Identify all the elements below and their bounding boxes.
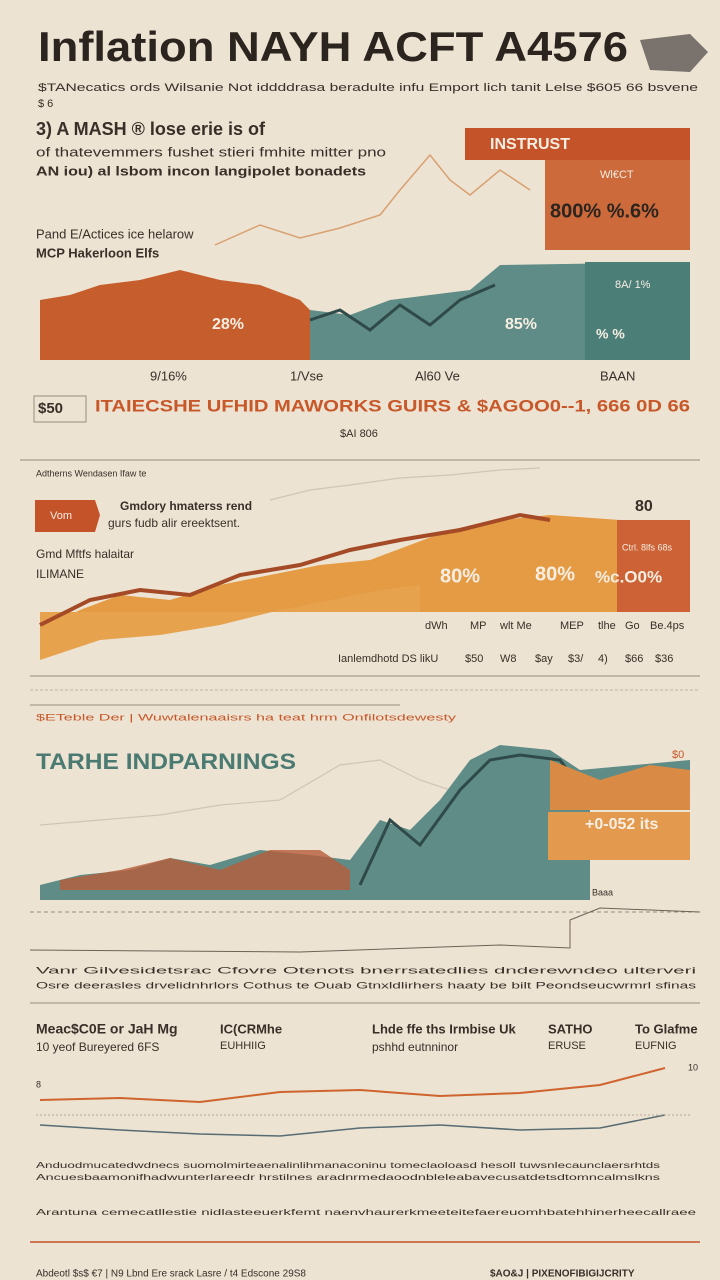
box [585,262,690,360]
chart-label: %c.O0% [595,567,662,586]
note: Adtherns Wendasen Ifaw te [36,468,146,478]
axis-label: BAAN [600,368,635,383]
box-sub: Wl€CT [600,169,634,181]
frame [33,395,87,423]
marker: Baaa [592,887,613,897]
axis-label: Al60 Ve [415,368,460,383]
label: ILIMANE [36,567,84,581]
chart-label: % % [596,326,625,342]
axis-label: $3/ [568,653,584,665]
side-label: $50 [38,400,63,417]
box [617,520,690,612]
axis-label: $66 [625,653,643,665]
chart-label: 8A/ 1% [615,279,651,291]
area-decor [40,745,690,900]
column-title: IC(CRMhe [220,1021,282,1036]
line-decor [214,153,531,246]
axis-label: MEP [560,620,584,632]
bar-decor [440,878,498,886]
paragraph: Ancuesbaamonifhadwunterlareedr hrstilnes… [36,1173,660,1182]
line-decor [39,512,551,627]
line-decor [39,759,451,826]
box-title: INSTRUST [490,136,570,153]
column-title: SATHO [548,1021,593,1036]
tag-shape [35,500,100,532]
axis-label: dWh [425,620,448,632]
paragraph: Anduodmucatedwdnecs suomolmirteaenalinli… [36,1161,660,1170]
column-text: ERUSE [548,1040,586,1052]
column-text: EUFNIG [635,1040,677,1052]
label: MCP Hakerloon Elfs [36,245,159,260]
axis-label: $ay [535,653,553,665]
label: Pand E/Actices ice helarow [36,226,194,241]
chart-label: 28% [212,316,244,333]
title: Inflation NAYH ACFT A4576 [38,23,628,70]
box-value: +0-052 its [585,816,658,833]
axis-label: Go [625,620,640,632]
heading: TARHE INDPARNINGS [36,749,296,774]
column-title: Lhde ffe ths Irmbise Uk [372,1021,517,1036]
box [465,128,690,160]
line-decor [269,467,541,501]
axis-label: MP [470,620,487,632]
line-decor [39,1067,666,1104]
footer: Abdeotl $s$ €7 | N9 Lbnd Ere srack Lasre… [36,1269,306,1280]
note: $ETeble Der | Wuwtalenaaisrs ha teat hrm… [36,712,457,722]
chart-label: 8 [36,1079,41,1089]
banner: ITAIECSHE UFHID MAWORKS GUIRS & $AGOO0--… [95,396,690,415]
area-decor [40,270,310,360]
area-decor [550,760,690,810]
box-text: Ctrl. 8lfs 68s [622,542,673,552]
column-text: pshhd eutnninor [372,1040,458,1054]
axis-label: $50 [465,653,483,665]
box [545,160,690,250]
axis-label: Ianlemdhotd DS likU [338,653,438,665]
line-decor [309,283,496,332]
column-text: EUHHIIG [220,1040,266,1052]
axis-label: W8 [500,653,517,665]
area-decor [40,515,690,630]
axis-label: $36 [655,653,673,665]
heading: Gmdory hmaterss rend [120,499,252,513]
axis-label: Be.4ps [650,620,685,632]
box-value: 800% %.6% [550,200,659,222]
label: Gmd Mftfs halaitar [36,547,134,561]
subtitle: $TANecatics ords Wilsanie Not iddddrasa … [38,82,698,94]
axis-label: 4) [598,653,608,665]
chart-label: 85% [505,316,537,333]
line-decor [39,1114,666,1137]
chart-label: 80% [535,563,575,585]
paragraph: Arantuna cemecatllestie nidlasteeuerkfem… [36,1208,697,1217]
chart-label: 80% [440,565,480,587]
column-title: Meac$C0E or JaH Mg [36,1021,178,1037]
tag: Vom [50,510,72,522]
logo [640,34,708,72]
line-decor [29,907,701,953]
text-line: Vanr Gilvesidetsrac Cfovre Otenots bnerr… [36,965,696,975]
heading: gurs fudb alir ereektsent. [108,516,240,530]
chart-label: 10 [688,1062,698,1072]
axis-row: dWh MP wlt Me MEP tlhe Go Be.4ps Ianlemd… [338,620,685,665]
text-line: of thatevemmers fushet stieri fmhite mit… [36,144,386,159]
text-line: Osre deerasles drvelidnhrlors Cothus te … [36,980,697,990]
value: 80 [635,498,653,515]
heading: 3) A MASH ® lose erie is of [36,119,266,139]
text-line: AN iou) al lsbom incon langipolet bonade… [36,163,366,178]
corner-label: $0 [672,749,684,761]
axis-label: 1/Vse [290,368,323,383]
area-decor [40,585,420,660]
column-text: 10 yeof Bureyered 6FS [36,1040,159,1054]
footer: $AO&J | PIXENOFIBIGIJCRITY [490,1269,635,1280]
axis-label: wlt Me [499,620,532,632]
column-title: To Glafme [635,1021,698,1036]
box [548,812,690,860]
area-decor [60,850,350,890]
axis-label: 9/16% [150,368,187,383]
axis-label: tlhe [598,620,616,632]
banner-sub: $AI 806 [340,428,378,440]
tag: $ 6 [38,98,53,110]
